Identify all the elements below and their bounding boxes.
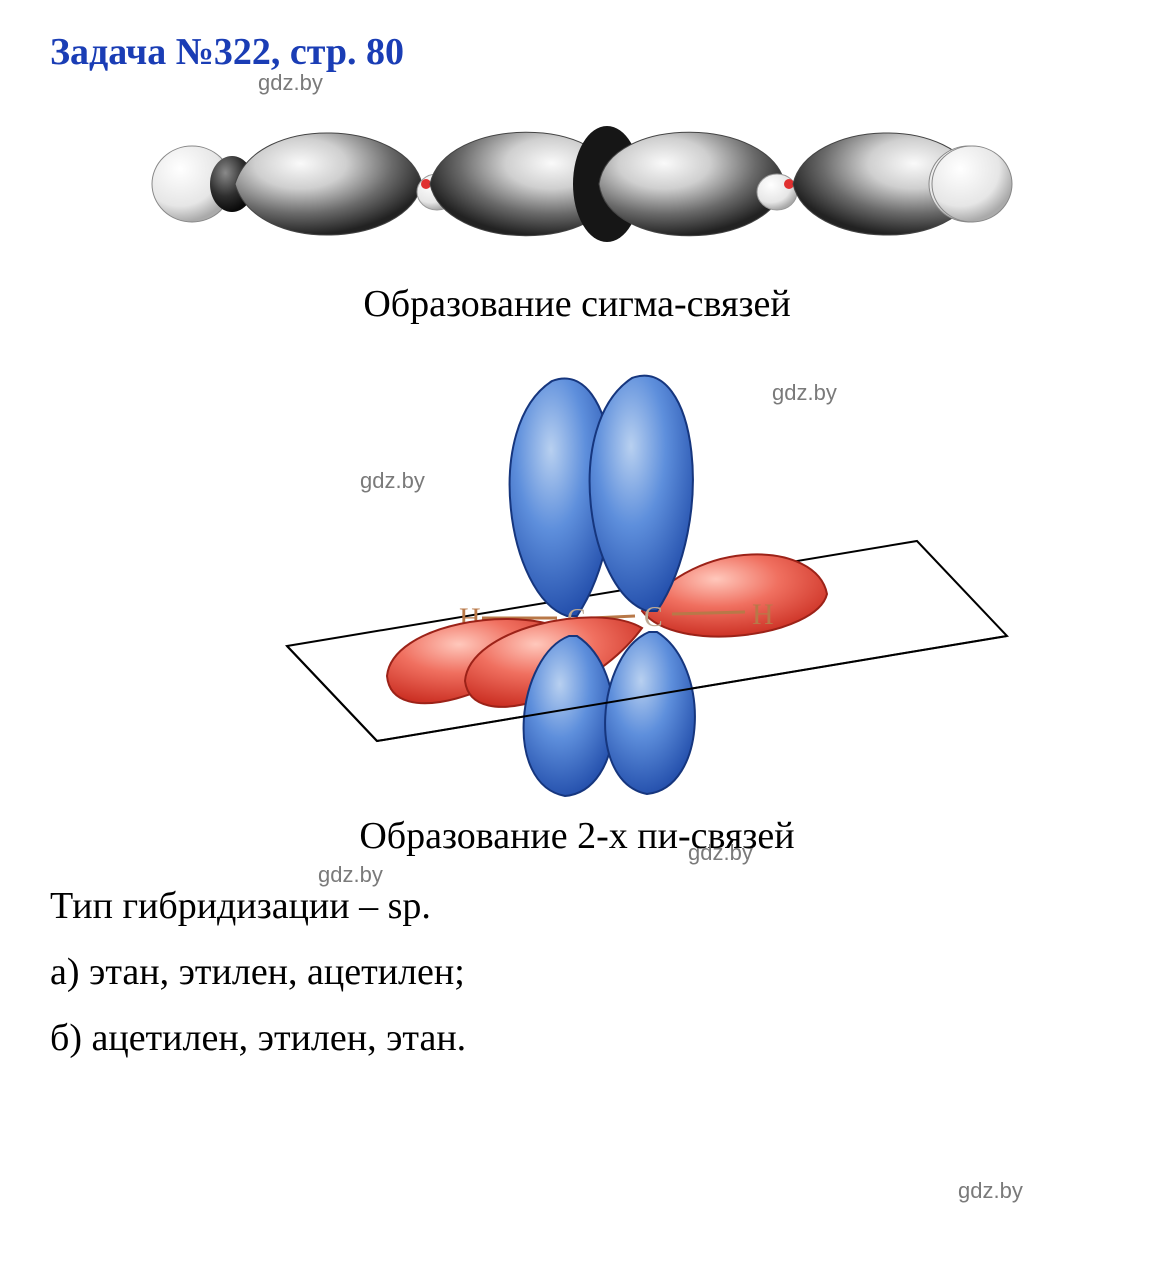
watermark: gdz.by bbox=[688, 840, 753, 866]
watermark: gdz.by bbox=[360, 468, 425, 494]
sigma-bond-figure bbox=[137, 84, 1017, 274]
pi-caption: Образование 2-х пи-связей bbox=[40, 814, 1114, 858]
watermark: gdz.by bbox=[958, 1178, 1023, 1204]
answer-a: а) этан, этилен, ацетилен; bbox=[50, 950, 1114, 994]
hybridization-line: Тип гибридизации – sp. bbox=[50, 884, 1114, 928]
page: Задача №322, стр. 80 gdz.by bbox=[0, 0, 1154, 1108]
atom-label-c2: C bbox=[644, 602, 663, 633]
problem-title: Задача №322, стр. 80 bbox=[50, 30, 1114, 74]
watermark: gdz.by bbox=[258, 70, 323, 96]
pi-bond-figure: H C C H bbox=[137, 336, 1017, 806]
watermark: gdz.by bbox=[318, 862, 383, 888]
watermark: gdz.by bbox=[772, 380, 837, 406]
answer-b: б) ацетилен, этилен, этан. bbox=[50, 1016, 1114, 1060]
atom-label-h-right: H bbox=[752, 598, 774, 631]
sigma-caption: Образование сигма-связей bbox=[40, 282, 1114, 326]
